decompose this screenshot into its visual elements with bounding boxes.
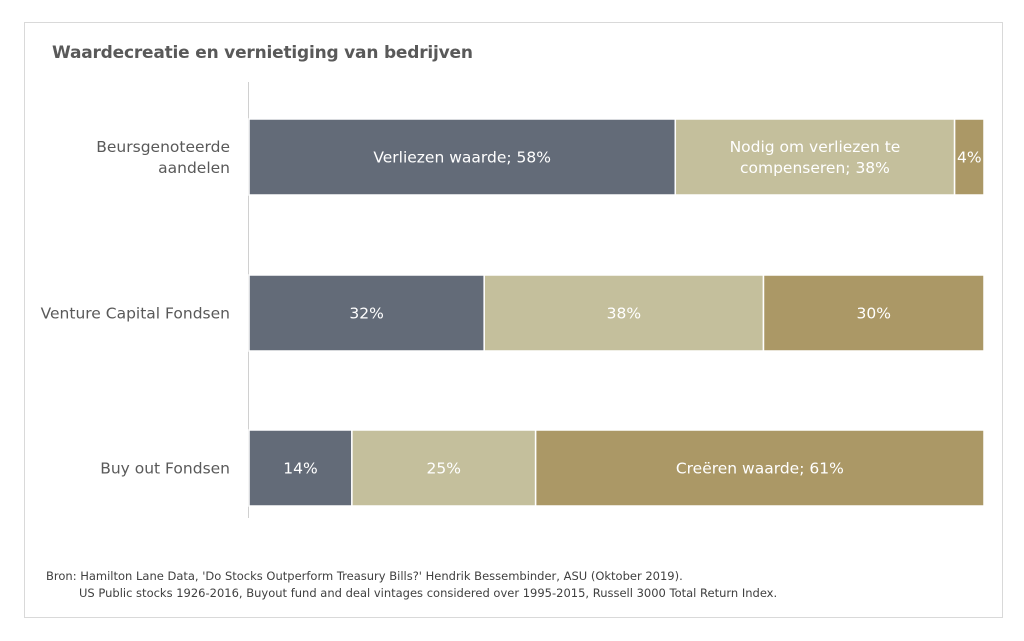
category-label: Beursgenoteerde aandelen [96, 138, 230, 177]
data-label-line: compenseren; 38% [740, 159, 890, 177]
bar-segment [953, 118, 985, 196]
data-label: 32% [349, 305, 383, 323]
category-label-line: aandelen [158, 159, 230, 177]
bar-segment [762, 274, 985, 352]
chart-title: Waardecreatie en vernietiging van bedrij… [52, 43, 473, 63]
source-line-2: US Public stocks 1926-2016, Buyout fund … [79, 586, 778, 600]
category-label-line: Buy out Fondsen [100, 460, 230, 478]
data-label: Creëren waarde; 61% [676, 460, 844, 478]
source-line-1: Bron: Hamilton Lane Data, 'Do Stocks Out… [46, 569, 683, 583]
bar-segment [248, 429, 353, 507]
bar-segment [534, 429, 985, 507]
bar-segment [674, 118, 956, 196]
data-label: 25% [427, 460, 461, 478]
bar-segment [248, 118, 677, 196]
data-label-line: 4% [957, 149, 982, 167]
data-label: 4% [957, 149, 982, 167]
data-label-line: Verliezen waarde; 58% [373, 149, 551, 167]
bar-segment [248, 274, 485, 352]
category-label: Buy out Fondsen [100, 460, 230, 478]
data-label: 14% [283, 460, 317, 478]
data-label: Nodig om verliezen te compenseren; 38% [730, 138, 901, 177]
data-label: 30% [857, 305, 891, 323]
data-label-line: 14% [283, 460, 317, 478]
category-label-line: Venture Capital Fondsen [41, 305, 230, 323]
source-note: Bron: Hamilton Lane Data, 'Do Stocks Out… [46, 568, 777, 602]
data-label: 38% [607, 305, 641, 323]
data-label: Verliezen waarde; 58% [373, 149, 551, 167]
data-label-line: 30% [857, 305, 891, 323]
category-label-line: Beursgenoteerde [96, 138, 230, 156]
data-label-line: 32% [349, 305, 383, 323]
data-label-line: Nodig om verliezen te [730, 138, 901, 156]
data-label-line: 38% [607, 305, 641, 323]
data-label-line: 25% [427, 460, 461, 478]
category-label: Venture Capital Fondsen [41, 305, 230, 323]
data-label-line: Creëren waarde; 61% [676, 460, 844, 478]
bar-segment [483, 274, 765, 352]
